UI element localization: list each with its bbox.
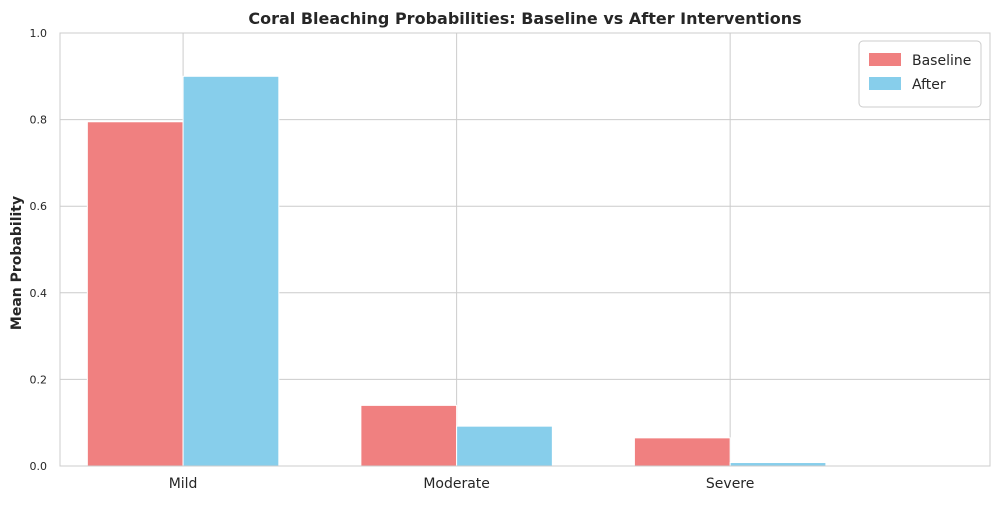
bar-baseline-mild <box>86 121 184 467</box>
y-tick-label: 0.0 <box>30 460 48 473</box>
x-tick-label: Mild <box>169 476 198 492</box>
bar-after-severe <box>729 462 827 467</box>
y-axis-label: Mean Probability <box>9 196 25 330</box>
chart-title: Coral Bleaching Probabilities: Baseline … <box>248 9 801 28</box>
bar-baseline-moderate <box>360 404 458 467</box>
bar-after-mild <box>182 75 280 467</box>
legend-label-after: After <box>912 77 946 93</box>
legend-swatch-baseline <box>869 53 901 66</box>
legend-box <box>858 40 982 108</box>
legend: Baseline After <box>858 40 982 108</box>
y-tick-label: 0.8 <box>30 114 48 127</box>
y-tick-label: 1.0 <box>30 27 48 40</box>
legend-label-baseline: Baseline <box>912 53 971 69</box>
x-tick-label: Severe <box>706 476 754 492</box>
plot-frame <box>59 32 991 467</box>
y-tick-label: 0.6 <box>30 200 48 213</box>
bar-baseline-severe <box>633 437 731 467</box>
y-tick-label: 0.4 <box>30 287 48 300</box>
legend-swatch-after <box>869 77 901 90</box>
bars <box>86 75 827 467</box>
x-tick-label: Moderate <box>423 476 490 492</box>
ticks: 0.0 0.2 0.4 0.6 0.8 1.0 Mild Moderate Severe <box>30 27 755 492</box>
y-tick-label: 0.2 <box>30 373 48 386</box>
bar-after-moderate <box>456 425 553 467</box>
